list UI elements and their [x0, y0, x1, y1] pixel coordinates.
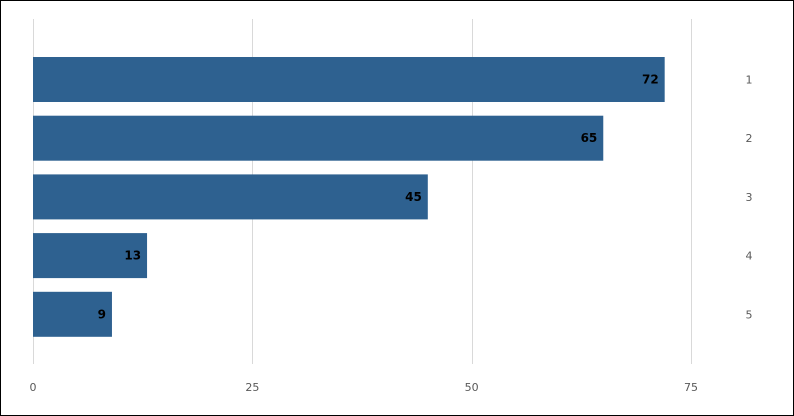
x-tick-label: 0: [30, 381, 37, 394]
x-axis: 0 25 50 75: [30, 381, 699, 394]
bar-layer: [33, 57, 665, 337]
x-tick-label: 50: [465, 381, 479, 394]
data-label: 72: [642, 73, 659, 87]
data-label: 45: [405, 190, 422, 204]
category-label: 1: [746, 74, 753, 87]
category-label: 3: [746, 191, 753, 204]
category-label: 5: [746, 308, 753, 321]
bar-1: [33, 57, 665, 102]
x-tick-label: 75: [684, 381, 698, 394]
bar-3: [33, 174, 428, 220]
data-label: 9: [98, 307, 106, 321]
category-label: 4: [746, 250, 753, 263]
bar-5: [33, 291, 112, 337]
label-layer: 72 65 45 13 9: [98, 73, 659, 322]
category-label: 2: [746, 132, 753, 145]
data-label: 13: [124, 249, 141, 263]
category-axis: 1 2 3 4 5: [746, 74, 753, 322]
bar-4: [33, 233, 148, 279]
x-tick-label: 25: [245, 381, 259, 394]
bar-2: [33, 115, 604, 161]
data-label: 65: [581, 131, 598, 145]
